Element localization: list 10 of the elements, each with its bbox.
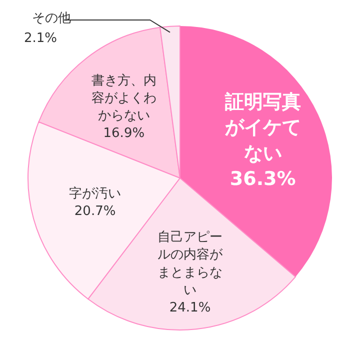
- slice-label: 自己アピールの内容がまとまらない: [158, 230, 224, 298]
- data-label: 20.7%: [74, 204, 116, 219]
- data-label: 16.9%: [103, 126, 145, 141]
- data-label: 24.1%: [169, 300, 211, 316]
- slice-label: 証明写真がイケてない: [224, 91, 301, 164]
- slice-label: 字が汚い: [69, 185, 122, 202]
- data-label: 2.1%: [24, 31, 58, 46]
- slice-label: その他: [32, 11, 71, 26]
- data-label: 36.3%: [230, 168, 296, 190]
- slice-label: 書き方、内容がよくわからない: [91, 72, 156, 124]
